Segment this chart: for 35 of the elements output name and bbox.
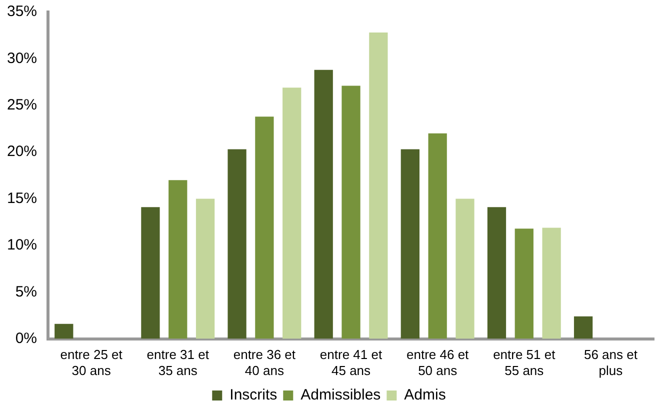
- bar: [574, 316, 593, 339]
- bar: [196, 198, 215, 339]
- y-tick-label: 35%: [6, 3, 38, 20]
- bar: [314, 70, 333, 339]
- bar: [168, 180, 188, 339]
- x-tick-label: entre 46 et 50 ans: [406, 347, 470, 378]
- x-tick-label: entre 41 et 45 ans: [320, 347, 382, 378]
- bar: [542, 228, 561, 339]
- y-tick-label: 30%: [6, 50, 38, 67]
- legend-label: Admissibles: [300, 386, 381, 404]
- y-tick-label: 0%: [15, 330, 38, 347]
- bar: [514, 228, 534, 339]
- bar: [428, 133, 447, 339]
- y-tick-label: 15%: [6, 190, 38, 207]
- bar: [456, 198, 474, 339]
- y-tick-label: 5%: [15, 283, 38, 300]
- bar: [228, 149, 246, 339]
- y-tick-label: 10%: [6, 236, 38, 254]
- bar: [342, 86, 360, 339]
- x-tick-label: 56 ans et plus: [584, 347, 638, 378]
- bar: [282, 88, 302, 339]
- bar: [54, 324, 74, 339]
- y-tick-label: 25%: [6, 96, 38, 114]
- bar: [487, 207, 506, 339]
- legend-label: Inscrits: [230, 386, 278, 404]
- bar: [369, 32, 388, 339]
- bar: [141, 207, 160, 339]
- x-tick-label: entre 36 et 40 ans: [233, 347, 296, 378]
- bar: [255, 116, 274, 339]
- bar: [400, 149, 420, 339]
- x-tick-label: entre 25 et 30 ans: [60, 347, 123, 378]
- y-tick-label: 20%: [6, 143, 38, 160]
- x-tick-label: entre 31 et 35 ans: [146, 347, 210, 378]
- legend-label: Admis: [404, 386, 446, 404]
- x-tick-label: entre 51 et 55 ans: [493, 347, 556, 378]
